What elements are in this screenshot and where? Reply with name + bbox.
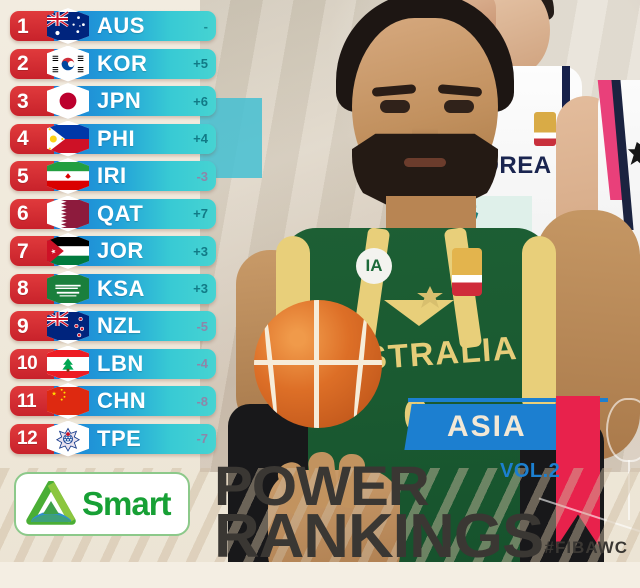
movement-delta: +3 xyxy=(193,243,208,259)
country-code: JPN xyxy=(97,88,142,113)
flag-chinese-taipei xyxy=(47,420,89,457)
rank-chip: 12 xyxy=(10,423,54,454)
rank-chip: 8 xyxy=(10,273,54,304)
ranking-row[interactable]: 9 NZL -5 xyxy=(10,308,216,344)
rank-number: 4 xyxy=(17,127,29,150)
movement-delta: -4 xyxy=(196,356,208,371)
ranking-row[interactable]: 5 IRI -3 xyxy=(10,158,216,194)
ranking-row[interactable]: 7 JOR +3 xyxy=(10,233,216,269)
headline-line-1: POWER xyxy=(214,454,430,517)
rank-number: 7 xyxy=(17,239,29,263)
flag-saudi-arabia xyxy=(47,270,89,307)
rank-chip: 6 xyxy=(10,198,54,229)
country-code: QAT xyxy=(97,200,144,226)
rank-number: 8 xyxy=(17,277,29,300)
country-code: PHI xyxy=(97,125,136,151)
flag-lebanon xyxy=(47,345,89,382)
ranking-row[interactable]: 2 KOR +5 xyxy=(10,45,216,82)
country-code: NZL xyxy=(97,313,142,338)
rank-number: 6 xyxy=(17,202,29,225)
rank-number: 5 xyxy=(17,164,29,188)
rank-number: 2 xyxy=(17,52,29,75)
australia-jersey-badge xyxy=(452,248,482,296)
region-badge: ASIA xyxy=(404,404,570,450)
movement-delta: -7 xyxy=(196,431,208,446)
sponsor-name: Smart xyxy=(82,485,172,522)
rank-chip: 7 xyxy=(10,236,54,266)
rank-chip: 5 xyxy=(10,161,54,191)
flag-philippines xyxy=(47,120,89,157)
rank-chip: 10 xyxy=(10,348,54,379)
ranking-row[interactable]: 11 CHN -8 xyxy=(10,383,216,419)
basketball-icon xyxy=(254,300,382,428)
rank-number: 12 xyxy=(17,428,38,449)
flag-japan xyxy=(47,83,89,119)
ranking-row[interactable]: 4 PHI +4 xyxy=(10,120,216,157)
movement-delta: +7 xyxy=(193,206,208,221)
rankings-list: 1 AUS - 2 KOR +5 3 JPN +6 4 PHI +4 5 IRI -3 6 QAT +7… xyxy=(0,0,250,460)
country-code: JOR xyxy=(97,238,144,263)
smart-triangle-icon xyxy=(26,480,76,527)
movement-delta: -3 xyxy=(196,168,208,184)
headline: POWER RANKINGS xyxy=(214,457,574,567)
korea-jersey-badge xyxy=(534,112,556,146)
ranking-row[interactable]: 12 TPE -7 xyxy=(10,420,216,457)
movement-delta: +4 xyxy=(193,131,208,146)
flag-china xyxy=(47,383,89,419)
country-code: AUS xyxy=(97,13,145,38)
australia-player-eye-right xyxy=(444,100,474,113)
ranking-row[interactable]: 6 QAT +7 xyxy=(10,195,216,232)
rank-number: 10 xyxy=(17,353,38,374)
ranking-row[interactable]: 8 KSA +3 xyxy=(10,270,216,307)
rank-chip: 11 xyxy=(10,386,54,416)
country-code: IRI xyxy=(97,163,127,188)
rank-chip: 1 xyxy=(10,11,54,41)
flag-qatar xyxy=(47,195,89,232)
movement-delta: -8 xyxy=(196,393,208,409)
rank-number: 9 xyxy=(17,314,29,338)
australia-player-eye-left xyxy=(380,100,410,113)
australia-player-lip xyxy=(404,158,446,167)
rank-number: 1 xyxy=(17,14,29,38)
volume-label: VOL.2 xyxy=(500,460,561,482)
rank-chip: 4 xyxy=(10,123,54,154)
region-badge-label: ASIA xyxy=(447,410,527,443)
country-code: KOR xyxy=(97,50,148,76)
ia-sponsor-patch: IA xyxy=(356,248,392,284)
ranking-row[interactable]: 3 JPN +6 xyxy=(10,83,216,119)
rank-number: 11 xyxy=(17,390,37,412)
flag-jordan xyxy=(47,233,89,269)
movement-delta: +6 xyxy=(193,93,208,109)
hashtag-label: #FIBAWC xyxy=(544,538,628,557)
country-code: LBN xyxy=(97,350,144,376)
australia-jersey-armhole-right xyxy=(522,236,556,416)
headline-line-2: RANKINGS xyxy=(214,502,544,572)
rank-chip: 9 xyxy=(10,311,54,341)
ranking-row[interactable]: 1 AUS - xyxy=(10,8,216,44)
movement-delta: - xyxy=(203,18,208,34)
flag-new-zealand xyxy=(47,308,89,344)
movement-delta: +3 xyxy=(193,281,208,296)
trophy-outline-icon xyxy=(538,398,640,568)
rank-number: 3 xyxy=(17,89,29,113)
bottom-strip xyxy=(0,562,640,588)
flag-iran xyxy=(47,158,89,194)
ranking-row[interactable]: 10 LBN -4 xyxy=(10,345,216,382)
rank-chip: 2 xyxy=(10,48,54,79)
country-code: KSA xyxy=(97,275,145,301)
movement-delta: +5 xyxy=(193,56,208,71)
country-code: TPE xyxy=(97,425,142,451)
rank-chip: 3 xyxy=(10,86,54,116)
sponsor-logo: Smart xyxy=(14,472,190,536)
country-code: CHN xyxy=(97,388,147,413)
flag-south-korea xyxy=(47,45,89,82)
accent-rule xyxy=(408,398,608,402)
movement-delta: -5 xyxy=(196,318,208,334)
